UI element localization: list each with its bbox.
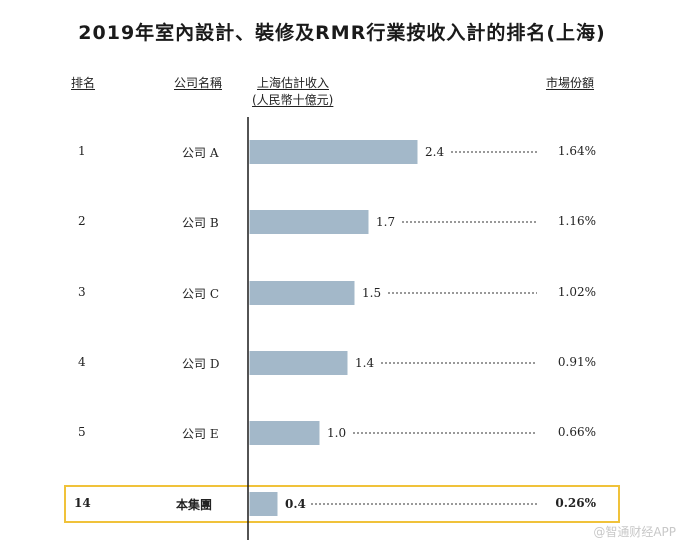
header-rank: 排名 bbox=[71, 76, 96, 90]
bar-3 bbox=[249, 281, 355, 305]
company-cell-4: 公司 D bbox=[182, 355, 219, 372]
value-label-3: 1.5 bbox=[362, 286, 381, 300]
rank-cell-2: 2 bbox=[78, 214, 86, 228]
company-letter: D bbox=[206, 357, 220, 371]
share-cell-2: 1.16% bbox=[557, 214, 596, 228]
header-revenue: 上海估計收入 bbox=[257, 76, 330, 90]
watermark: @智通财经APP bbox=[593, 525, 676, 539]
rank-cell-3: 3 bbox=[78, 285, 86, 299]
chart-title: 2019年室內設計、裝修及RMR行業按收入計的排名(上海) bbox=[78, 22, 606, 44]
company-cell-1: 公司 A bbox=[182, 144, 219, 161]
bar-4 bbox=[249, 351, 348, 375]
value-label-14: 0.4 bbox=[285, 497, 306, 511]
company-cell-3: 公司 C bbox=[182, 285, 219, 302]
company-letter: B bbox=[206, 216, 219, 230]
company-name: 本集團 bbox=[176, 498, 213, 512]
rank-cell-5: 5 bbox=[78, 425, 86, 439]
value-label-5: 1.0 bbox=[327, 426, 346, 440]
header-revenue-unit: (人民幣十億元) bbox=[252, 93, 334, 107]
bar-14 bbox=[249, 492, 278, 516]
bar-2 bbox=[249, 210, 369, 234]
company-cell-5: 公司 E bbox=[182, 425, 219, 442]
share-cell-3: 1.02% bbox=[557, 285, 596, 299]
company-name: 公司 bbox=[182, 357, 207, 371]
company-letter: C bbox=[206, 287, 220, 301]
value-label-1: 2.4 bbox=[425, 145, 444, 159]
company-cell-14: 本集團 bbox=[176, 496, 212, 513]
company-letter: E bbox=[206, 427, 219, 441]
company-letter: A bbox=[206, 146, 219, 160]
company-name: 公司 bbox=[182, 287, 207, 301]
header-share: 市場份額 bbox=[546, 76, 595, 90]
rank-cell-4: 4 bbox=[78, 355, 86, 369]
bar-1 bbox=[249, 140, 418, 164]
share-cell-14: 0.26% bbox=[555, 496, 596, 510]
rank-cell-14: 14 bbox=[74, 496, 91, 510]
rank-cell-1: 1 bbox=[78, 144, 86, 158]
company-name: 公司 bbox=[182, 216, 207, 230]
company-name: 公司 bbox=[182, 427, 207, 441]
share-cell-5: 0.66% bbox=[557, 425, 596, 439]
bar-5 bbox=[249, 421, 320, 445]
value-label-4: 1.4 bbox=[355, 356, 374, 370]
share-cell-1: 1.64% bbox=[557, 144, 596, 158]
company-name: 公司 bbox=[182, 146, 207, 160]
value-label-2: 1.7 bbox=[376, 215, 395, 229]
share-cell-4: 0.91% bbox=[557, 355, 596, 369]
highlight-box bbox=[64, 485, 620, 523]
header-company: 公司名稱 bbox=[174, 76, 223, 90]
company-cell-2: 公司 B bbox=[182, 214, 219, 231]
